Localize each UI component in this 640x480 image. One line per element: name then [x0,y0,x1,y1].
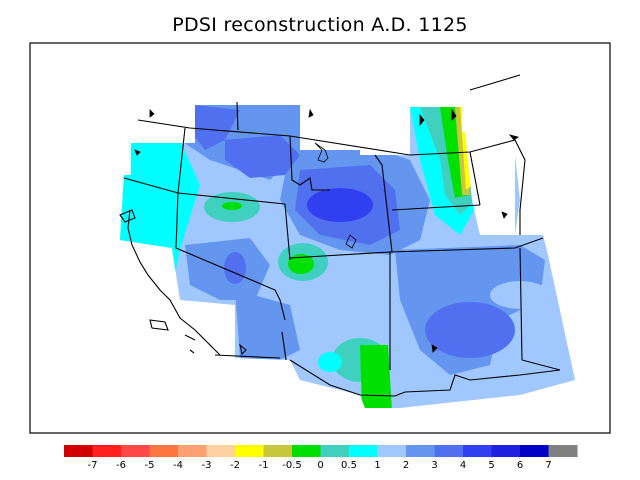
colorbar-swatch [520,445,549,457]
colorbar-swatch [377,445,407,457]
colorbar-swatch [463,445,492,457]
colorbar-tick-label: -4 [173,460,183,471]
colorbar-swatch [434,445,464,457]
colorbar-swatch [263,445,293,457]
colorbar-swatch [548,445,578,457]
pacific-coastline [119,209,247,356]
colorbar-tick-label: -0.5 [282,460,302,471]
colorbar-tick-label: 7 [545,460,551,471]
colorbar-swatch [178,445,207,457]
colorbar-tick-label: -6 [116,460,126,471]
colorbar-tick-label: -3 [202,460,212,471]
colorbar-swatch [121,445,150,457]
colorbar-tick-label: -2 [230,460,240,471]
colorbar-swatch [491,445,521,457]
colorbar-swatch [320,445,350,457]
colorbar-tick-label: -7 [88,460,98,471]
colorbar-swatch [292,445,321,457]
colorbar-tick-label: -5 [145,460,155,471]
colorbar-tick-label: 2 [403,460,409,471]
colorbar-swatch [206,445,236,457]
colorbar-tick-label: 4 [460,460,466,471]
colorbar-swatch [235,445,264,457]
colorbar-tick-label: 0.5 [341,460,357,471]
colorbar-swatch [149,445,179,457]
map-title: PDSI reconstruction A.D. 1125 [172,14,468,36]
pdsi-colorbar: -7 -6 -5 -4 -3 -2 -1 -0.5 0 0.5 1 2 3 4 5 6 7 [64,445,578,471]
colorbar-tick-label: 6 [517,460,523,471]
colorbar-tick-label: 1 [374,460,380,471]
colorbar-swatch [349,445,378,457]
colorbar-swatch [406,445,435,457]
colorbar-tick-label: 5 [488,460,494,471]
colorbar-swatch [92,445,122,457]
colorbar-tick-label: 0 [317,460,323,471]
colorbar-tick-label: 3 [431,460,437,471]
lakes [134,108,519,353]
state-boundaries [123,74,561,397]
colorbar-tick-label: -1 [259,460,269,471]
colorbar-swatch [64,445,93,457]
